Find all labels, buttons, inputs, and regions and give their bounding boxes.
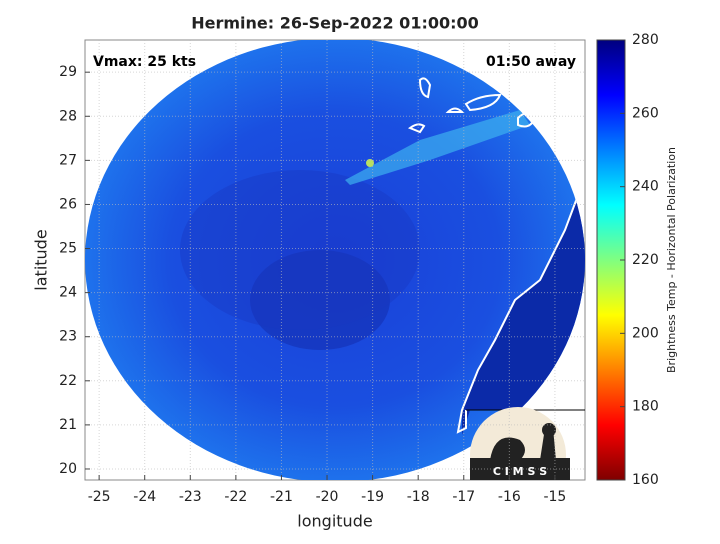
y-axis-label: latitude [32,229,51,290]
colorbar-tick-label: 220 [632,252,659,268]
annotation: 01:50 away [486,54,576,70]
coastline [456,189,581,434]
x-tick-label: -22 [224,489,247,505]
x-tick-label: -17 [452,489,475,505]
y-tick-label: 23 [59,329,77,345]
y-tick-label: 28 [59,108,77,124]
y-tick-label: 27 [59,152,77,168]
colorbar-tick-label: 280 [632,32,659,48]
y-tick-label: 22 [59,373,77,389]
x-tick-label: -21 [270,489,293,505]
colorbar-tick-label: 200 [632,325,659,341]
x-tick-label: -25 [88,489,111,505]
x-tick-label: -19 [361,489,384,505]
y-tick-label: 26 [59,196,77,212]
x-tick-label: -15 [543,489,566,505]
x-tick-label: -24 [133,489,156,505]
logo-text: C I M S S [493,465,547,478]
y-tick-label: 20 [59,461,77,477]
x-tick-label: -16 [498,489,521,505]
y-tick-label: 24 [59,285,77,301]
x-tick-label: -18 [407,489,430,505]
chart-title: Hermine: 26-Sep-2022 01:00:00 [191,14,479,33]
y-tick-label: 29 [59,64,77,80]
annotation: Vmax: 25 kts [93,54,196,70]
x-tick-label: -23 [179,489,202,505]
x-axis-label: longitude [297,512,372,531]
x-tick-label: -20 [316,489,339,505]
colorbar-tick-label: 160 [632,472,659,488]
y-tick-label: 25 [59,241,77,257]
colorbar-tick-label: 240 [632,179,659,195]
colorbar-label: Brightness Temp - Horizontal Polarizatio… [665,147,678,373]
colorbar-tick-label: 180 [632,399,659,415]
colorbar-tick-label: 260 [632,105,659,121]
y-tick-label: 21 [59,417,77,433]
